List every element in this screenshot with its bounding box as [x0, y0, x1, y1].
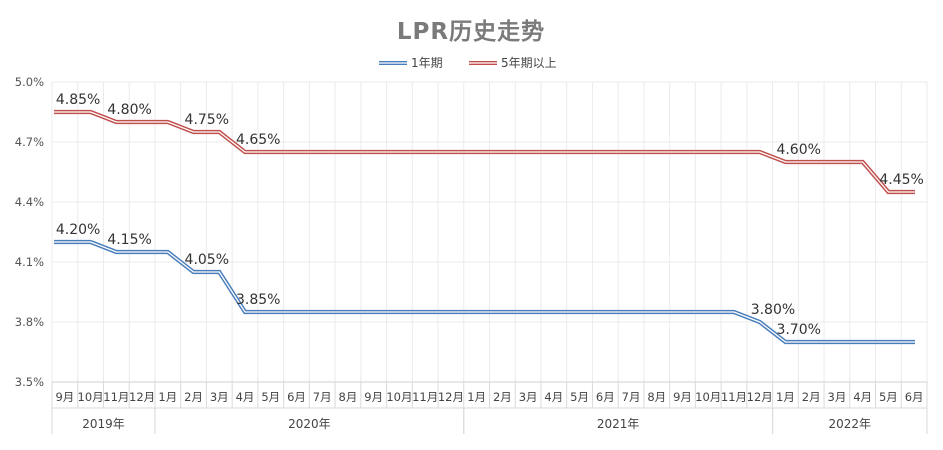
x-tick-label: 6月 — [287, 390, 306, 404]
year-group-label: 2021年 — [597, 417, 640, 431]
data-label-5y: 4.80% — [107, 102, 151, 118]
data-label-1y: 3.80% — [751, 302, 795, 318]
x-tick-label: 3月 — [210, 390, 229, 404]
x-tick-label: 7月 — [313, 390, 332, 404]
x-tick-label: 10月 — [695, 390, 721, 404]
x-tick-label: 6月 — [905, 390, 924, 404]
x-tick-label: 4月 — [853, 390, 872, 404]
year-group-label: 2019年 — [82, 417, 125, 431]
x-tick-label: 8月 — [647, 390, 666, 404]
y-tick-label: 3.5% — [15, 375, 44, 389]
x-tick-label: 12月 — [438, 390, 464, 404]
x-tick-label: 6月 — [596, 390, 615, 404]
x-tick-label: 5月 — [261, 390, 280, 404]
y-tick-label: 4.1% — [15, 255, 44, 269]
axes: 3.5%3.8%4.1%4.4%4.7%5.0%9月 10月 11月 12月 1月 2月 3… — [15, 75, 928, 434]
x-tick-label: 2月 — [802, 390, 821, 404]
y-tick-label: 4.4% — [15, 195, 44, 209]
legend: 1年期 5年期以上 — [379, 56, 557, 70]
data-label-1y: 4.20% — [56, 222, 100, 238]
x-tick-label: 1月 — [776, 390, 795, 404]
data-label-5y: 4.60% — [776, 142, 820, 158]
series-line-5y-inner — [54, 111, 915, 193]
data-label-5y: 4.75% — [185, 112, 229, 128]
data-label-5y: 4.45% — [879, 172, 923, 188]
x-tick-label: 5月 — [570, 390, 589, 404]
x-tick-label: 11月 — [412, 390, 438, 404]
data-label-1y: 3.70% — [776, 322, 820, 338]
data-labels: 4.20% 4.15% 4.05% 3.85% 3.80% 3.70% 4.85% 4.80%… — [56, 92, 924, 338]
legend-label: 1年期 — [411, 56, 443, 70]
x-tick-label: 10月 — [78, 390, 104, 404]
data-label-1y: 4.15% — [107, 232, 151, 248]
data-label-5y: 4.85% — [56, 92, 100, 108]
x-tick-label: 12月 — [747, 390, 773, 404]
x-tick-label: 1月 — [467, 390, 486, 404]
x-tick-label: 2月 — [493, 390, 512, 404]
y-tick-label: 5.0% — [15, 75, 44, 89]
series-lines — [54, 109, 915, 345]
x-tick-label: 11月 — [103, 390, 129, 404]
year-group-label: 2020年 — [288, 417, 331, 431]
y-tick-label: 4.7% — [15, 135, 44, 149]
x-tick-label: 11月 — [721, 390, 747, 404]
data-label-5y: 4.65% — [236, 132, 280, 148]
x-tick-label: 9月 — [673, 390, 692, 404]
series-line-1y-inner — [54, 241, 915, 343]
data-label-1y: 4.05% — [185, 252, 229, 268]
x-tick-label: 10月 — [386, 390, 412, 404]
x-tick-label: 3月 — [828, 390, 847, 404]
x-tick-label: 3月 — [519, 390, 538, 404]
legend-label: 5年期以上 — [501, 56, 557, 70]
x-tick-label: 4月 — [236, 390, 255, 404]
chart-title: LPR历史走势 — [397, 19, 545, 45]
y-tick-label: 3.8% — [15, 315, 44, 329]
x-tick-label: 5月 — [879, 390, 898, 404]
x-tick-label: 1月 — [158, 390, 177, 404]
x-tick-label: 2月 — [184, 390, 203, 404]
x-tick-label: 9月 — [364, 390, 383, 404]
x-tick-label: 12月 — [129, 390, 155, 404]
x-tick-label: 4月 — [544, 390, 563, 404]
year-group-label: 2022年 — [829, 417, 872, 431]
data-label-1y: 3.85% — [236, 292, 280, 308]
x-tick-label: 8月 — [339, 390, 358, 404]
x-tick-label: 9月 — [55, 390, 74, 404]
x-tick-label: 7月 — [622, 390, 641, 404]
